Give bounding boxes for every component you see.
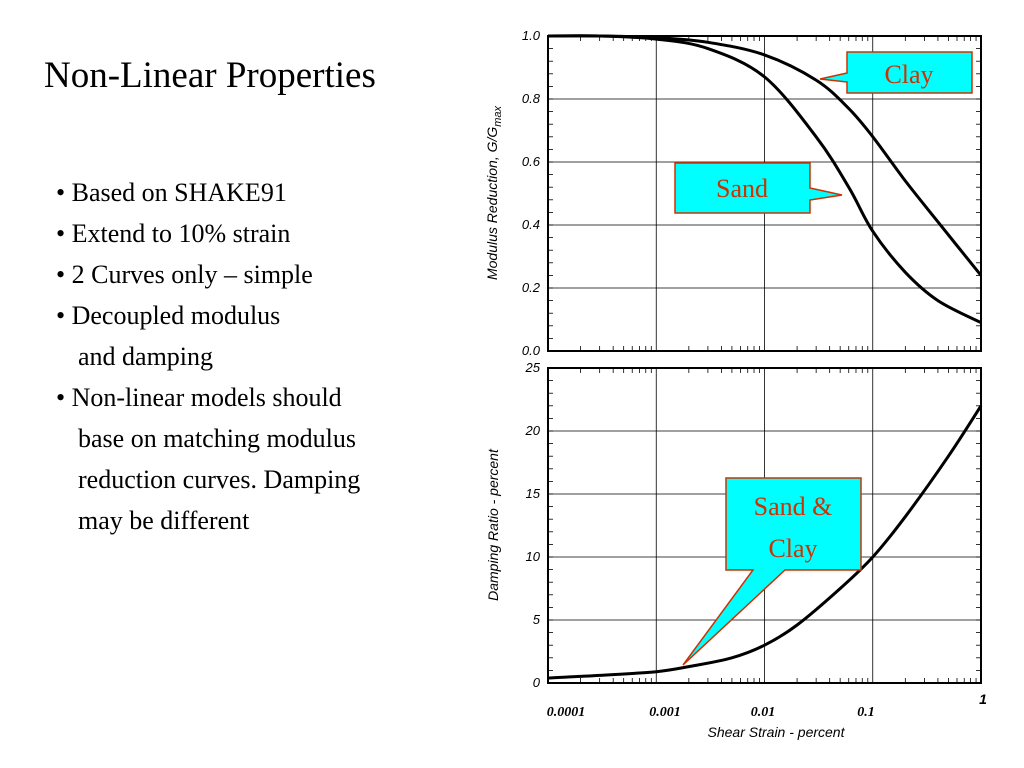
bullet-continuation: base on matching modulus bbox=[78, 424, 357, 453]
top-minor-ticks bbox=[548, 35, 981, 352]
sand-clay-callout: Sand & Clay bbox=[682, 477, 862, 666]
bullet-continuation: may be different bbox=[78, 506, 250, 535]
top-y-axis-label-subscript: max bbox=[492, 105, 504, 126]
x-tick-label: 0.01 bbox=[751, 705, 776, 720]
y-tick-label: 20 bbox=[525, 423, 541, 438]
sand-callout-label: Sand bbox=[716, 174, 768, 203]
y-tick-label: 0.0 bbox=[522, 343, 541, 358]
bullet-continuation: reduction curves. Damping bbox=[78, 465, 361, 494]
y-tick-label: 5 bbox=[533, 612, 541, 627]
slide-title: Non-Linear Properties bbox=[44, 55, 376, 96]
x-tick-label: 0.0001 bbox=[547, 705, 586, 720]
y-tick-label: 0.6 bbox=[522, 154, 541, 169]
bullet-item: • 2 Curves only – simple bbox=[56, 260, 313, 289]
sand-clay-callout-box bbox=[682, 477, 862, 666]
y-tick-label: 0.2 bbox=[522, 280, 541, 295]
x-tick-label: 1 bbox=[979, 691, 987, 707]
y-tick-label: 0.8 bbox=[522, 91, 541, 106]
y-tick-label: 1.0 bbox=[522, 28, 541, 43]
y-tick-label: 0 bbox=[533, 675, 541, 690]
top-y-axis-label: Modulus Reduction, G/Gmax bbox=[484, 105, 504, 280]
x-axis-label: Shear Strain - percent bbox=[708, 724, 846, 740]
clay-callout-box bbox=[819, 51, 973, 94]
sand-callout: Sand bbox=[674, 162, 843, 214]
x-tick-label: 0.001 bbox=[649, 705, 681, 720]
bottom-minor-ticks bbox=[548, 367, 981, 684]
damping-ratio-chart: 25 20 15 10 5 0 0.0001 0.001 0.01 0.1 1 … bbox=[485, 360, 987, 740]
series-line-sand-clay bbox=[547, 404, 983, 680]
top-y-axis-label-main: Modulus Reduction, G/G bbox=[484, 127, 500, 280]
sand-clay-callout-label-line2: Clay bbox=[768, 534, 817, 563]
y-tick-label: 25 bbox=[525, 360, 541, 375]
top-series bbox=[547, 34, 983, 324]
sand-callout-box bbox=[674, 162, 843, 214]
sand-clay-callout-label-line1: Sand & bbox=[754, 492, 833, 521]
clay-callout-label: Clay bbox=[884, 60, 933, 89]
bullet-item: • Based on SHAKE91 bbox=[56, 178, 287, 207]
y-tick-label: 0.4 bbox=[522, 217, 540, 232]
y-tick-label: 15 bbox=[526, 486, 541, 501]
bottom-series bbox=[547, 404, 983, 680]
clay-callout: Clay bbox=[819, 51, 973, 94]
x-tick-label: 0.1 bbox=[857, 705, 875, 720]
bottom-y-axis-label: Damping Ratio - percent bbox=[485, 448, 501, 601]
bullet-item: • Extend to 10% strain bbox=[56, 219, 291, 248]
y-tick-label: 10 bbox=[526, 549, 541, 564]
modulus-reduction-chart: 1.0 0.8 0.6 0.4 0.2 0.0 Modulus Reductio… bbox=[484, 28, 983, 358]
series-line-sand bbox=[547, 34, 982, 324]
bullet-item: • Decoupled modulus bbox=[56, 301, 281, 330]
bullet-item: • Non-linear models should bbox=[56, 383, 342, 412]
bullet-list: • Based on SHAKE91 • Extend to 10% strai… bbox=[56, 172, 476, 541]
bullet-continuation: and damping bbox=[78, 342, 214, 371]
